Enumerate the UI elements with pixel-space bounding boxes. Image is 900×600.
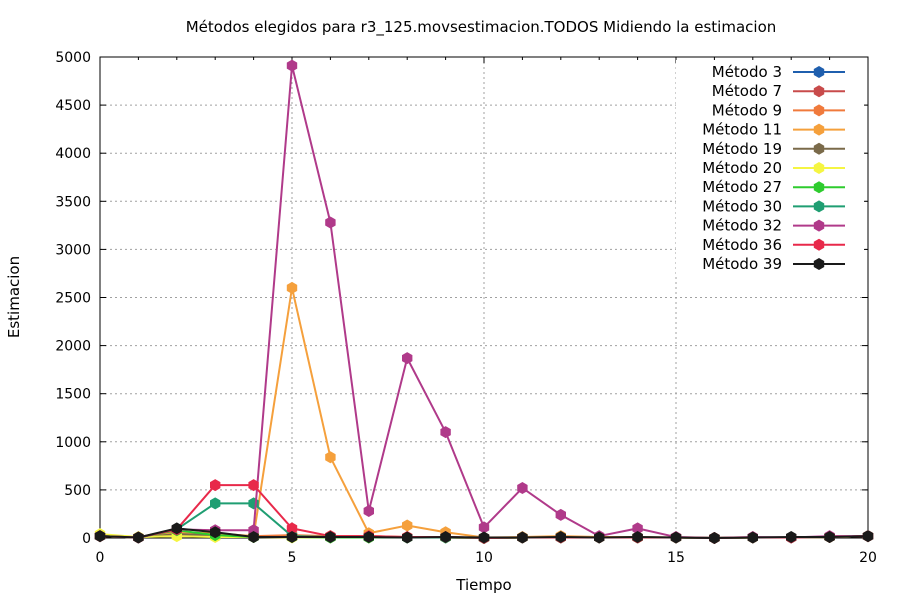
legend-label: Método 30 [702, 197, 782, 215]
y-tick-label: 2000 [55, 339, 91, 355]
legend-item: Método 36 [702, 236, 845, 254]
legend-item: Método 39 [702, 255, 845, 273]
data-point [478, 531, 490, 544]
legend-item: Método 27 [702, 178, 845, 196]
legend-item: Método 9 [712, 101, 845, 119]
x-tick-label: 5 [288, 550, 297, 566]
data-point [210, 497, 221, 510]
legend-marker [813, 162, 825, 174]
legend-marker [813, 123, 825, 136]
series-layer [94, 59, 874, 544]
axis-ticks: 0 500 1000 1500 2000 2500 3000 3500 4000 4500 5000… [55, 50, 877, 566]
legend-label: Método 9 [712, 101, 782, 119]
legend-label: Método 7 [712, 82, 782, 100]
y-tick-label: 5000 [55, 50, 91, 66]
x-tick-label: 10 [475, 550, 493, 566]
data-point [632, 522, 643, 535]
data-point [363, 505, 374, 518]
legend-item: Método 30 [702, 197, 845, 215]
y-tick-label: 500 [64, 483, 91, 499]
data-point [171, 522, 182, 535]
data-point [286, 522, 298, 535]
legend-marker [813, 85, 825, 98]
y-tick-label: 1500 [55, 387, 91, 403]
data-point [824, 531, 835, 544]
data-point [94, 530, 106, 543]
x-tick-label: 15 [667, 550, 685, 566]
data-point [709, 532, 720, 544]
data-point [402, 352, 413, 365]
x-tick-label: 20 [859, 550, 877, 566]
data-point [363, 531, 374, 544]
data-point [210, 526, 221, 539]
data-point [325, 451, 336, 464]
x-axis-title: Tiempo [455, 576, 511, 594]
legend-item: Método 20 [702, 159, 845, 177]
data-point [210, 479, 221, 492]
y-tick-label: 3500 [55, 194, 91, 210]
data-point [402, 519, 413, 532]
data-point [286, 281, 298, 294]
legend-label: Método 36 [702, 236, 782, 254]
y-tick-label: 1000 [55, 435, 91, 451]
legend-marker [813, 238, 825, 251]
legend-label: Método 39 [702, 255, 782, 273]
data-point [440, 531, 451, 544]
data-point [670, 531, 682, 544]
data-point [632, 531, 643, 544]
legend-marker [813, 181, 825, 194]
legend-item: Método 7 [712, 82, 845, 100]
data-point [786, 531, 797, 544]
y-tick-label: 4000 [55, 146, 91, 162]
series-11 [94, 522, 874, 544]
legend-marker [813, 142, 825, 155]
data-point [555, 531, 566, 544]
data-point [133, 531, 144, 544]
legend-item: Método 32 [702, 217, 845, 235]
data-point [402, 531, 413, 544]
data-point [325, 531, 336, 544]
data-point [555, 508, 566, 521]
data-point [325, 216, 336, 229]
y-tick-label: 3000 [55, 242, 91, 258]
y-tick-label: 2500 [55, 291, 91, 307]
data-point [862, 530, 874, 543]
y-tick-label: 4500 [55, 98, 91, 114]
legend-label: Método 19 [702, 140, 782, 158]
legend-item: Método 3 [712, 63, 845, 81]
data-point [594, 531, 605, 544]
data-point [286, 531, 298, 544]
legend-item: Método 11 [702, 121, 845, 139]
x-tick-label: 0 [96, 550, 105, 566]
y-axis-title: Estimacion [5, 256, 23, 338]
data-point [440, 426, 451, 439]
legend-marker [813, 66, 825, 78]
data-point [248, 479, 259, 492]
legend-label: Método 32 [702, 217, 782, 235]
y-tick-label: 0 [82, 531, 91, 547]
data-point [517, 481, 528, 494]
data-point [517, 531, 528, 544]
data-point [248, 531, 259, 544]
legend-marker [813, 200, 825, 213]
legend-label: Método 11 [702, 121, 782, 139]
legend-item: Método 19 [702, 140, 845, 158]
legend-label: Método 20 [702, 159, 782, 177]
data-point [747, 531, 758, 544]
legend-marker [813, 258, 825, 270]
legend-label: Método 3 [712, 63, 782, 81]
legend-marker [813, 104, 825, 117]
data-point [286, 59, 298, 72]
chart-title: Métodos elegidos para r3_125.movsestimac… [186, 18, 777, 37]
data-point [478, 521, 490, 534]
legend-marker [813, 219, 825, 232]
legend-label: Método 27 [702, 178, 782, 196]
